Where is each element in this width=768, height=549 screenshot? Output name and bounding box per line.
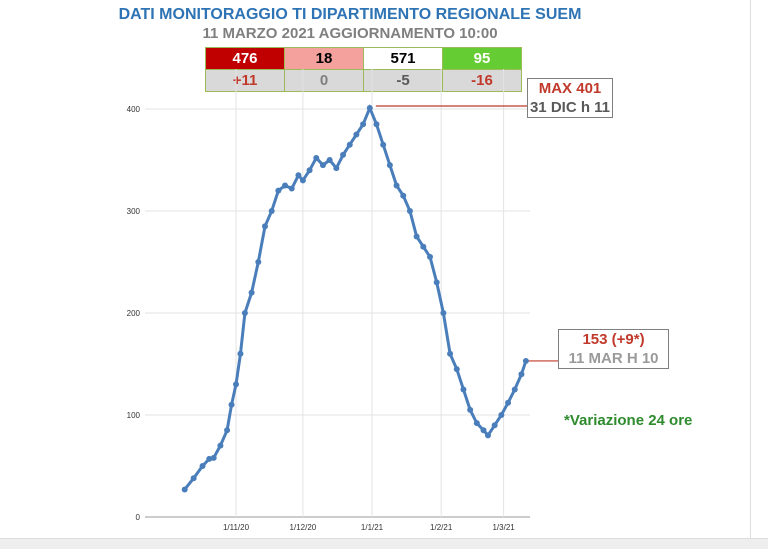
y-tick-label: 400 (127, 105, 141, 114)
data-point (275, 187, 282, 194)
data-point (460, 386, 467, 393)
y-tick-label: 300 (127, 207, 141, 216)
data-point (181, 486, 188, 493)
data-point (346, 141, 353, 148)
data-point (313, 154, 320, 161)
data-point (282, 182, 289, 189)
data-point (288, 185, 295, 192)
stat-change: -5 (363, 69, 443, 92)
data-point (217, 442, 224, 449)
x-tick-label: 1/1/21 (361, 523, 384, 532)
data-point (453, 366, 460, 373)
stat-value: 18 (284, 47, 364, 70)
x-tick-label: 1/12/20 (290, 523, 317, 532)
data-point (319, 162, 326, 169)
variation-note: *Variazione 24 ore (564, 412, 693, 429)
data-point (413, 233, 420, 240)
data-point (427, 253, 434, 260)
data-point (199, 463, 206, 469)
data-point (255, 259, 262, 265)
max-annotation: MAX 401 31 DIC h 11 (527, 78, 613, 118)
data-point (306, 167, 313, 174)
last-date: 11 MAR H 10 (568, 350, 659, 367)
data-point (373, 121, 380, 128)
max-value: MAX 401 (538, 80, 602, 97)
data-point (237, 350, 244, 357)
bottom-bar (0, 538, 768, 549)
data-point (480, 427, 487, 434)
stat-change: +11 (205, 69, 285, 92)
data-point (326, 157, 333, 163)
x-tick-label: 1/2/21 (430, 523, 453, 532)
data-point (522, 357, 529, 364)
data-point (241, 310, 248, 316)
data-point (393, 182, 400, 189)
x-tick-label: 1/11/20 (223, 523, 250, 532)
data-point (366, 104, 373, 111)
last-value: 153 (+9*) (582, 331, 645, 348)
y-tick-label: 0 (136, 513, 141, 522)
x-tick-label: 1/3/21 (492, 523, 515, 532)
stats-table: 476 18 571 95 +11 0 -5 -16 (205, 47, 522, 92)
data-point (518, 371, 525, 378)
data-point (505, 399, 512, 406)
stat-change: -16 (442, 69, 522, 92)
y-tick-label: 200 (127, 309, 141, 318)
stat-value: 95 (442, 47, 522, 70)
data-point (340, 151, 347, 158)
page-title: DATI MONITORAGGIO TI DIPARTIMENTO REGION… (118, 6, 582, 23)
stat-value: 476 (205, 47, 285, 70)
last-annotation: 153 (+9*) 11 MAR H 10 (558, 329, 669, 369)
data-point (433, 279, 440, 286)
data-point (261, 223, 268, 230)
data-point (386, 162, 393, 169)
data-point (268, 208, 275, 214)
page-subtitle: 11 MARZO 2021 AGGIORNAMENTO 10:00 (202, 25, 498, 42)
divider (750, 0, 751, 540)
data-point (380, 141, 387, 148)
data-point (299, 177, 306, 184)
data-point (353, 131, 360, 138)
data-point (420, 243, 427, 250)
data-point (400, 192, 407, 199)
data-point (248, 289, 255, 296)
stat-value: 571 (363, 47, 443, 70)
data-point (228, 401, 235, 408)
data-point (447, 350, 454, 357)
data-point (440, 310, 447, 316)
y-tick-label: 100 (127, 411, 141, 420)
data-point (491, 422, 498, 429)
data-point (233, 381, 239, 388)
data-point (224, 427, 231, 434)
stat-change: 0 (284, 69, 364, 92)
data-point (190, 475, 197, 482)
data-point (295, 172, 302, 179)
data-point (406, 208, 413, 214)
data-point (511, 386, 518, 393)
data-point (467, 406, 474, 413)
data-point (210, 454, 217, 461)
data-point (360, 121, 367, 128)
max-date: 31 DIC h 11 (529, 99, 611, 116)
data-point (484, 432, 491, 439)
data-point (498, 412, 505, 418)
data-point (473, 420, 480, 427)
data-point (333, 165, 340, 172)
